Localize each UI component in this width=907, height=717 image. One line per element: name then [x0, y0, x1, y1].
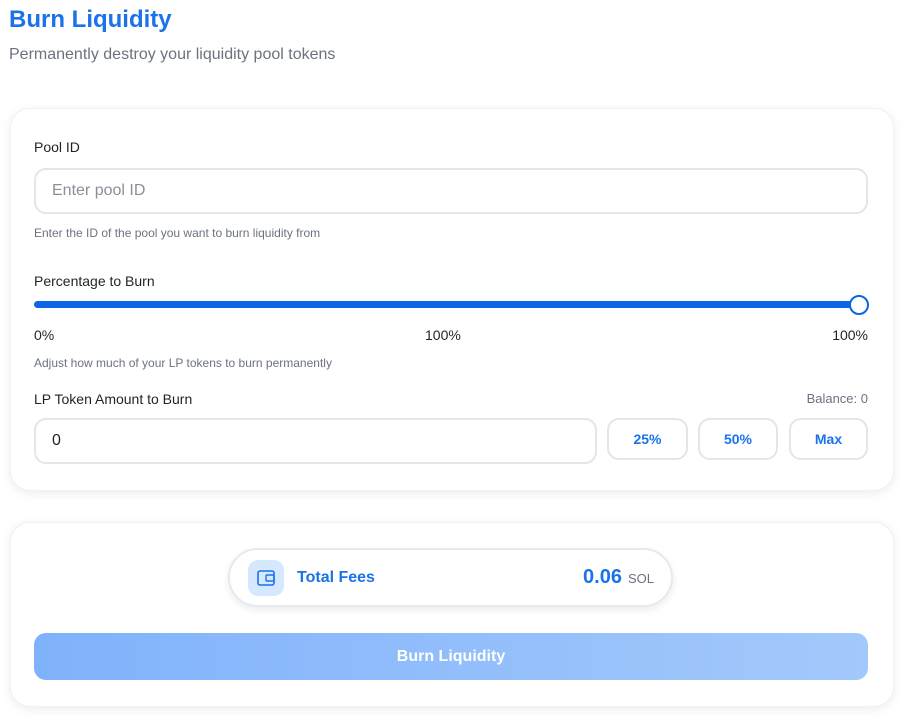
amount-input[interactable]: 0 — [34, 418, 597, 464]
preset-button[interactable]: Max — [789, 418, 868, 460]
fees-unit: SOL — [627, 571, 654, 586]
fees-label: Total Fees — [297, 569, 375, 586]
wallet-icon — [257, 570, 275, 586]
slider-thumb[interactable] — [849, 295, 869, 315]
fees-pill — [228, 548, 673, 607]
amount-label: LP Token Amount to Burn — [34, 391, 193, 407]
preset-button[interactable]: 50% — [698, 418, 778, 460]
fees-amount: 0.06 — [583, 566, 622, 588]
balance: Balance: 0 — [806, 391, 868, 406]
percentage-label: Percentage to Burn — [34, 273, 155, 289]
wallet-icon-box — [248, 560, 284, 596]
pool-id-input[interactable]: Enter pool ID — [34, 168, 868, 214]
page-title: Burn Liquidity — [9, 6, 172, 33]
slider-max-label: 100% — [832, 327, 868, 343]
pool-id-help: Enter the ID of the pool you want to bur… — [34, 226, 321, 240]
fees-value: 0.06 SOL — [583, 566, 654, 589]
preset-button[interactable]: 25% — [607, 418, 688, 460]
slider-current-label: 100% — [425, 327, 461, 343]
slider-track[interactable] — [34, 301, 860, 308]
burn-button[interactable]: Burn Liquidity — [34, 633, 868, 680]
slider-min-label: 0% — [34, 327, 55, 343]
page-subtitle: Permanently destroy your liquidity pool … — [9, 46, 336, 63]
percentage-help: Adjust how much of your LP tokens to bur… — [34, 356, 332, 370]
pool-id-label: Pool ID — [34, 139, 80, 155]
